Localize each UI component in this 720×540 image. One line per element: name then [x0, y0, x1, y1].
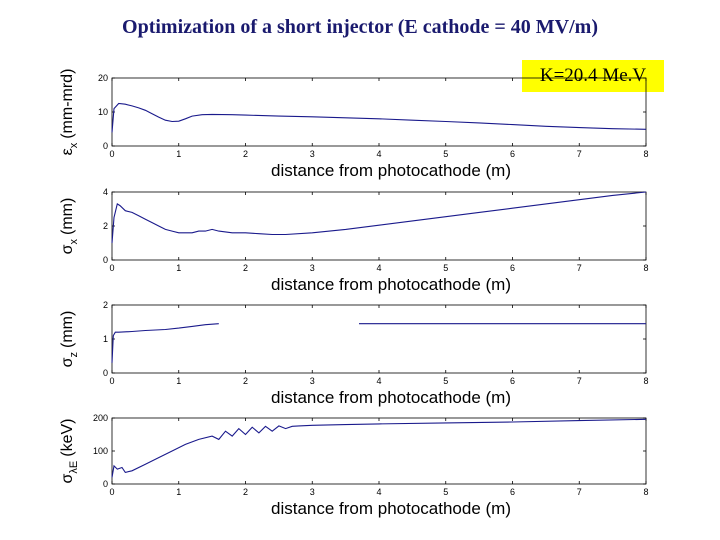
x-tick-label: 3 — [310, 263, 315, 273]
series-line-1 — [111, 418, 647, 478]
y-axis-label: σz (mm) — [59, 311, 80, 368]
x-tick-label: 8 — [643, 149, 648, 159]
y-tick-label: 100 — [93, 446, 108, 456]
x-tick-label: 6 — [510, 487, 515, 497]
y-tick-label: 4 — [103, 187, 108, 197]
x-tick-label: 4 — [376, 263, 381, 273]
x-tick-label: 0 — [109, 376, 114, 386]
series-line-1 — [111, 323, 219, 363]
y-axis-subscript: x — [68, 238, 80, 244]
x-tick-label: 7 — [577, 263, 582, 273]
x-tick-label: 5 — [443, 149, 448, 159]
x-tick-label: 1 — [176, 376, 181, 386]
x-tick-label: 2 — [243, 149, 248, 159]
plot-frame — [111, 191, 647, 261]
x-tick-label: 1 — [176, 149, 181, 159]
y-tick-label: 2 — [103, 300, 108, 310]
y-tick-label: 10 — [98, 107, 108, 117]
x-tick-label: 4 — [376, 487, 381, 497]
x-tick-label: 1 — [176, 487, 181, 497]
plot-panel-4: 0 1 2 3 4 5 6 7 8 0 100 200 distance from photocatho… — [59, 413, 649, 518]
x-tick-label: 3 — [310, 376, 315, 386]
y-axis-unit: (mm) — [59, 198, 76, 235]
y-axis-unit: (mm) — [59, 311, 76, 348]
x-tick-label: 3 — [310, 487, 315, 497]
plot-panel-2: 0 1 2 3 4 5 6 7 8 0 2 4 distance from photocathode (… — [59, 187, 649, 294]
y-axis-symbol: σ — [59, 244, 76, 254]
x-tick-label: 8 — [643, 263, 648, 273]
x-axis-label: distance from photocathode (m) — [271, 388, 511, 407]
x-tick-label: 0 — [109, 263, 114, 273]
x-axis-label: distance from photocathode (m) — [271, 275, 511, 294]
y-tick-label: 0 — [103, 479, 108, 489]
x-tick-label: 6 — [510, 263, 515, 273]
x-tick-label: 6 — [510, 149, 515, 159]
y-axis-unit: (mm-mrd) — [59, 69, 76, 139]
plot-frame — [111, 77, 647, 147]
y-axis-subscript: λE — [68, 461, 80, 474]
y-tick-label: 0 — [103, 255, 108, 265]
y-axis-symbol: σ — [59, 473, 76, 483]
x-tick-label: 8 — [643, 487, 648, 497]
y-tick-label: 0 — [103, 368, 108, 378]
x-axis-label: distance from photocathode (m) — [271, 499, 511, 518]
y-tick-label: 0 — [103, 141, 108, 151]
x-tick-label: 3 — [310, 149, 315, 159]
x-tick-label: 7 — [577, 376, 582, 386]
plot-frame — [111, 304, 647, 374]
x-tick-label: 4 — [376, 376, 381, 386]
x-tick-label: 1 — [176, 263, 181, 273]
x-tick-label: 5 — [443, 376, 448, 386]
y-axis-subscript: z — [68, 352, 80, 358]
plot-frame — [111, 417, 647, 485]
y-tick-label: 1 — [103, 334, 108, 344]
y-axis-label: σλE (keV) — [59, 419, 80, 484]
energy-label: K=20.4 Me.V — [522, 60, 664, 92]
y-axis-label: εx (mm-mrd) — [59, 69, 80, 156]
y-tick-label: 20 — [98, 73, 108, 83]
x-tick-label: 4 — [376, 149, 381, 159]
x-tick-label: 2 — [243, 487, 248, 497]
plot-panel-3: 0 1 2 3 4 5 6 7 8 0 1 2 distance from photocathode (… — [59, 300, 649, 407]
y-axis-symbol: ε — [59, 148, 76, 155]
x-tick-label: 0 — [109, 487, 114, 497]
y-axis-subscript: x — [68, 142, 80, 148]
x-tick-label: 7 — [577, 487, 582, 497]
x-tick-label: 8 — [643, 376, 648, 386]
x-tick-label: 7 — [577, 149, 582, 159]
x-tick-label: 0 — [109, 149, 114, 159]
y-axis-label: σx (mm) — [59, 198, 80, 255]
slide-title: Optimization of a short injector (E cath… — [122, 16, 598, 38]
series-line-1 — [111, 191, 647, 244]
x-tick-label: 5 — [443, 487, 448, 497]
x-tick-label: 6 — [510, 376, 515, 386]
x-tick-label: 2 — [243, 376, 248, 386]
y-tick-label: 2 — [103, 221, 108, 231]
y-tick-label: 200 — [93, 413, 108, 423]
x-tick-label: 2 — [243, 263, 248, 273]
series-line-1 — [111, 102, 647, 133]
x-tick-label: 5 — [443, 263, 448, 273]
y-axis-unit: (keV) — [59, 419, 76, 457]
y-axis-symbol: σ — [59, 357, 76, 367]
plot-panel-1: 0 1 2 3 4 5 6 7 8 0 10 20 distance from photocathode… — [59, 69, 649, 180]
x-axis-label: distance from photocathode (m) — [271, 161, 511, 180]
